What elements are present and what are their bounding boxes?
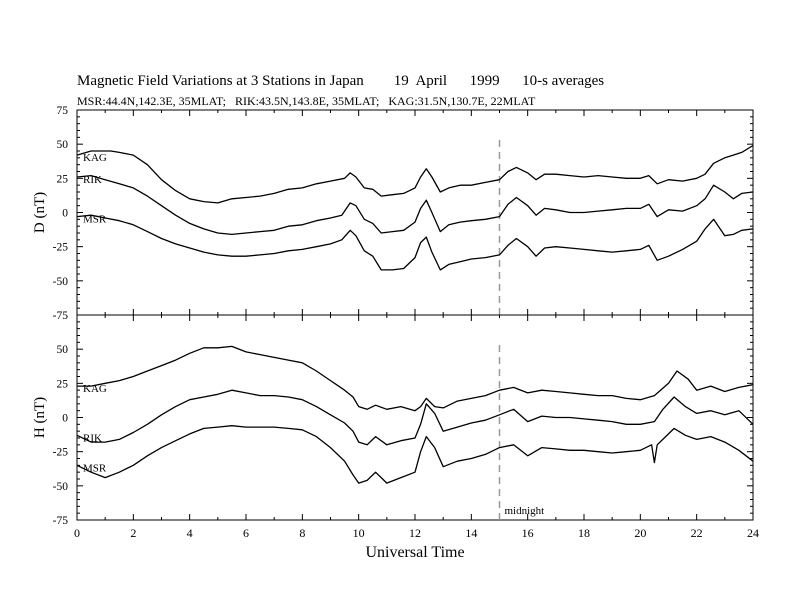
x-tick-label: 16 [522, 526, 534, 540]
x-tick-label: 4 [187, 526, 193, 540]
x-tick-label: 22 [691, 526, 703, 540]
x-tick-label: 24 [747, 526, 759, 540]
chart-title: Magnetic Field Variations at 3 Stations … [77, 73, 605, 89]
series-label-msr: MSR [83, 462, 107, 474]
x-tick-label: 0 [74, 526, 80, 540]
y-tick-label: 50 [57, 139, 69, 151]
x-tick-label: 18 [578, 526, 590, 540]
x-axis-label: Universal Time [365, 544, 464, 561]
y-tick-label: 25 [57, 173, 69, 185]
x-tick-label: 20 [634, 526, 646, 540]
midnight-annotation: midnight [505, 505, 545, 517]
trace-kag-d [76, 144, 754, 204]
trace-rik-h [76, 389, 754, 446]
series-label-rik: RIK [83, 432, 102, 444]
trace-msr-d [76, 214, 754, 271]
panel-frame-d [76, 109, 754, 316]
y-tick-label: -50 [53, 481, 69, 493]
x-tick-label: 10 [353, 526, 365, 540]
x-tick-label: 8 [299, 526, 305, 540]
trace-kag-h [77, 345, 754, 412]
y-axis-label: H (nT) [32, 397, 48, 438]
y-tick-label: 25 [57, 378, 69, 390]
y-tick-label: 0 [62, 413, 68, 425]
y-axis-label: D (nT) [32, 192, 48, 233]
y-tick-label: -25 [53, 242, 69, 254]
y-tick-label: -50 [53, 276, 69, 288]
x-tick-label: 6 [243, 526, 249, 540]
series-label-kag: KAG [83, 152, 107, 164]
station-info: MSR:44.4N,142.3E, 35MLAT; RIK:43.5N,143.… [77, 94, 536, 108]
series-label-kag: KAG [83, 383, 107, 395]
y-tick-label: -75 [53, 515, 69, 527]
x-tick-label: 2 [130, 526, 136, 540]
y-tick-label: -75 [53, 310, 69, 322]
y-tick-label: 50 [57, 344, 69, 356]
y-tick-label: -25 [53, 447, 69, 459]
x-tick-label: 12 [409, 526, 421, 540]
trace-msr-h [76, 425, 754, 484]
trace-rik-d [76, 174, 754, 236]
series-label-msr: MSR [83, 214, 107, 226]
x-tick-label: 14 [465, 526, 477, 540]
panel-frame-h [76, 314, 754, 521]
y-tick-label: 0 [62, 208, 68, 220]
series-label-rik: RIK [83, 174, 102, 186]
y-tick-label: 75 [57, 105, 69, 117]
